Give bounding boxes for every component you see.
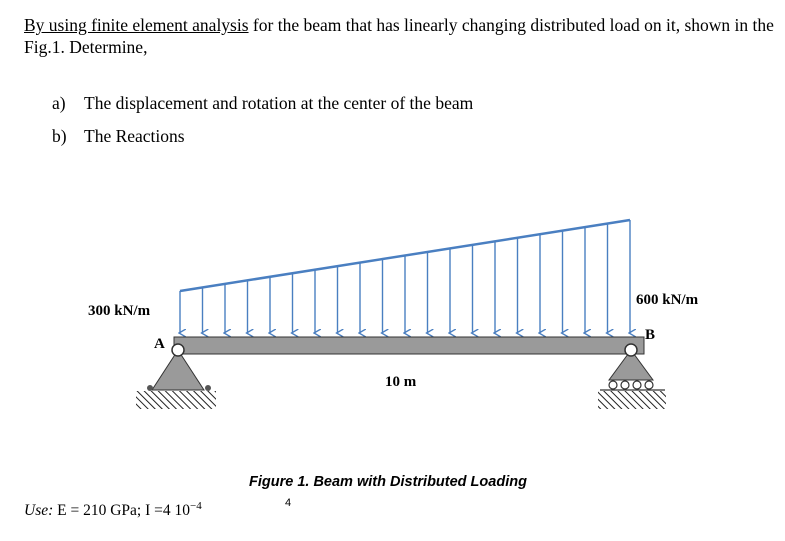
question-b-text: The Reactions (84, 126, 185, 146)
figure-caption: Figure 1. Beam with Distributed Loading (249, 474, 527, 490)
material-properties: Use: E = 210 GPa; I =4 10−4 (24, 500, 202, 520)
problem-intro: By using finite element analysis for the… (24, 14, 774, 58)
load-left-label: 300 kN/m (88, 303, 151, 319)
span-label: 10 m (385, 374, 417, 390)
pin-support-a (136, 343, 216, 409)
point-b-label: B (645, 327, 655, 343)
use-text: E = 210 GPa; I =4 10 (53, 502, 191, 519)
question-a-text: The displacement and rotation at the cen… (84, 93, 474, 113)
question-a: a) The displacement and rotation at the c… (52, 93, 473, 114)
distributed-load (180, 218, 630, 333)
use-exponent: −4 (190, 500, 202, 512)
intro-rest: for the beam that has linearly changing … (24, 15, 774, 57)
beam (173, 336, 645, 355)
question-b-label: b) (52, 126, 67, 146)
load-right-label: 600 kN/m (636, 292, 699, 308)
point-a-label: A (154, 336, 165, 352)
question-a-label: a) (52, 93, 66, 113)
stray-number: 4 (285, 497, 292, 509)
use-prefix: Use: (24, 502, 54, 519)
question-b: b) The Reactions (52, 126, 185, 147)
intro-underlined: By using finite element analysis (24, 15, 249, 35)
roller-support-b (598, 343, 666, 409)
